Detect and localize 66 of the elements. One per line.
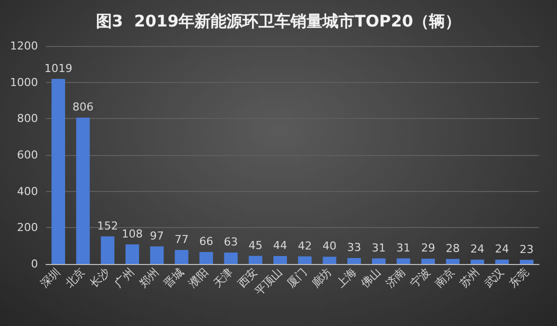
data-label: 44 — [273, 239, 288, 252]
data-label: 1019 — [44, 62, 72, 75]
data-label: 24 — [495, 242, 510, 256]
bar — [248, 256, 262, 264]
x-tick-label: 佛山 — [358, 265, 384, 290]
bar — [76, 118, 90, 264]
bar — [470, 260, 484, 264]
x-tick-label: 上海 — [334, 265, 359, 290]
bar — [421, 258, 435, 264]
x-tick-label: 武汉 — [482, 265, 507, 290]
y-tick-label: 0 — [31, 258, 38, 270]
bar — [52, 78, 66, 264]
y-tick-label: 600 — [17, 148, 38, 162]
x-tick-label: 济南 — [383, 265, 408, 290]
y-tick-label: 800 — [17, 112, 38, 126]
data-label: 77 — [174, 233, 189, 246]
x-tick-label: 晋城 — [161, 265, 186, 290]
x-tick-label: 东莞 — [506, 265, 532, 290]
y-tick-label: 1200 — [10, 40, 38, 52]
bar — [298, 256, 312, 264]
data-label: 40 — [322, 240, 336, 253]
data-label: 24 — [470, 242, 484, 256]
data-label: 152 — [97, 219, 118, 232]
x-tick-label: 宁波 — [408, 265, 433, 290]
x-tick-label: 郑州 — [136, 265, 162, 290]
data-label: 31 — [396, 241, 410, 254]
x-tick-label: 南京 — [432, 265, 458, 290]
x-tick-label: 北京 — [62, 265, 88, 290]
bar — [125, 244, 140, 264]
data-label: 806 — [72, 100, 94, 114]
bar — [100, 236, 114, 264]
bar — [495, 260, 509, 264]
bar — [174, 250, 188, 264]
x-tick-label: 长沙 — [87, 265, 112, 290]
x-tick-label: 濮阳 — [186, 265, 211, 290]
x-tick-label: 广州 — [112, 265, 137, 290]
bar — [150, 246, 164, 264]
bar — [446, 258, 460, 264]
bar — [199, 252, 214, 264]
data-label: 97 — [150, 229, 164, 242]
bar — [322, 256, 336, 264]
data-label: 33 — [347, 241, 362, 254]
bar — [396, 258, 410, 264]
x-tick-label: 厦门 — [284, 265, 310, 290]
x-tick-label: 天津 — [210, 265, 236, 290]
bar — [520, 260, 534, 264]
data-label: 63 — [224, 236, 238, 249]
data-label: 23 — [520, 242, 534, 256]
data-label: 42 — [298, 239, 312, 252]
x-tick-label: 深圳 — [38, 265, 63, 290]
data-label: 28 — [446, 242, 460, 255]
data-label: 108 — [122, 227, 143, 240]
bar — [372, 258, 386, 264]
x-tick-label: 廊坊 — [309, 265, 334, 290]
bar — [273, 256, 287, 264]
y-tick-label: 200 — [17, 221, 38, 234]
y-tick-label: 1000 — [10, 76, 38, 89]
bar — [224, 252, 238, 264]
data-label: 45 — [248, 238, 263, 252]
y-tick-label: 400 — [17, 184, 38, 198]
data-label: 31 — [372, 241, 386, 254]
bar — [347, 258, 361, 264]
data-label: 29 — [421, 242, 436, 255]
data-label: 66 — [199, 235, 214, 248]
chart-title: 图3 2019年新能源环卫车销量城市TOP20（辆） — [96, 12, 462, 30]
x-tick-label: 苏州 — [457, 265, 482, 290]
